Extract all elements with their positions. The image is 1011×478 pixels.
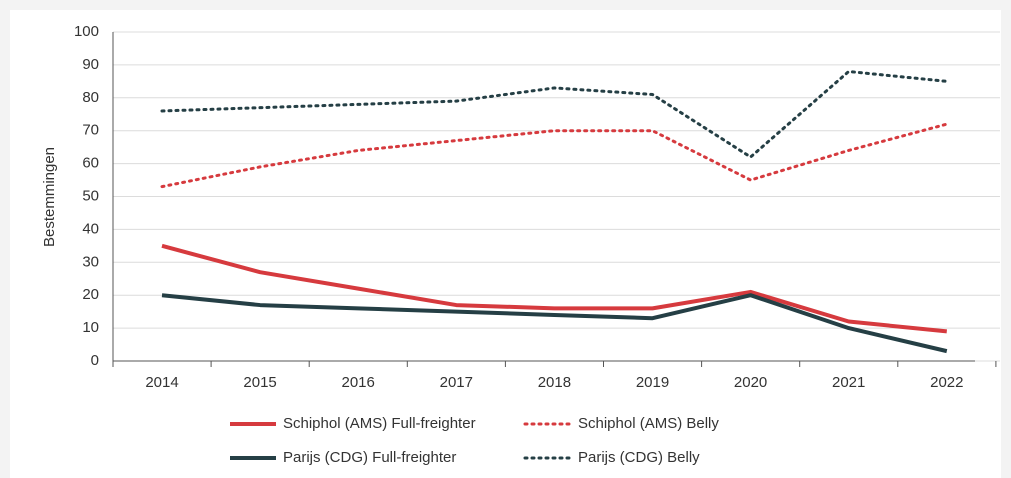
x-tick-label: 2016 bbox=[342, 374, 375, 391]
x-tick-label: 2015 bbox=[243, 374, 276, 391]
chart-background bbox=[10, 10, 1001, 478]
y-tick-label: 100 bbox=[74, 23, 99, 40]
y-tick-label: 70 bbox=[82, 122, 99, 139]
y-tick-label: 30 bbox=[82, 253, 99, 270]
y-tick-label: 90 bbox=[82, 56, 99, 73]
x-tick-label: 2022 bbox=[930, 374, 963, 391]
series-line bbox=[160, 69, 949, 159]
y-axis-label: Bestemmingen bbox=[41, 147, 58, 247]
legend-label: Schiphol (AMS) Belly bbox=[578, 415, 719, 432]
legend-label: Parijs (CDG) Full-freighter bbox=[283, 449, 456, 466]
y-tick-label: 80 bbox=[82, 89, 99, 106]
x-tick-label: 2018 bbox=[538, 374, 571, 391]
series-line bbox=[161, 293, 948, 354]
x-tick-label: 2020 bbox=[734, 374, 767, 391]
x-tick-label: 2017 bbox=[440, 374, 473, 391]
x-tick-label: 2021 bbox=[832, 374, 865, 391]
x-tick-label: 2019 bbox=[636, 374, 669, 391]
y-tick-label: 0 bbox=[91, 352, 99, 369]
series-line bbox=[161, 243, 948, 334]
y-tick-label: 60 bbox=[82, 155, 99, 172]
y-tick-label: 50 bbox=[82, 187, 99, 204]
series-line bbox=[160, 122, 949, 189]
legend-label: Parijs (CDG) Belly bbox=[578, 449, 700, 466]
x-tick-label: 2014 bbox=[145, 374, 178, 391]
y-tick-label: 10 bbox=[82, 319, 99, 336]
y-tick-label: 40 bbox=[82, 220, 99, 237]
legend-label: Schiphol (AMS) Full-freighter bbox=[283, 415, 476, 432]
y-tick-label: 20 bbox=[82, 286, 99, 303]
